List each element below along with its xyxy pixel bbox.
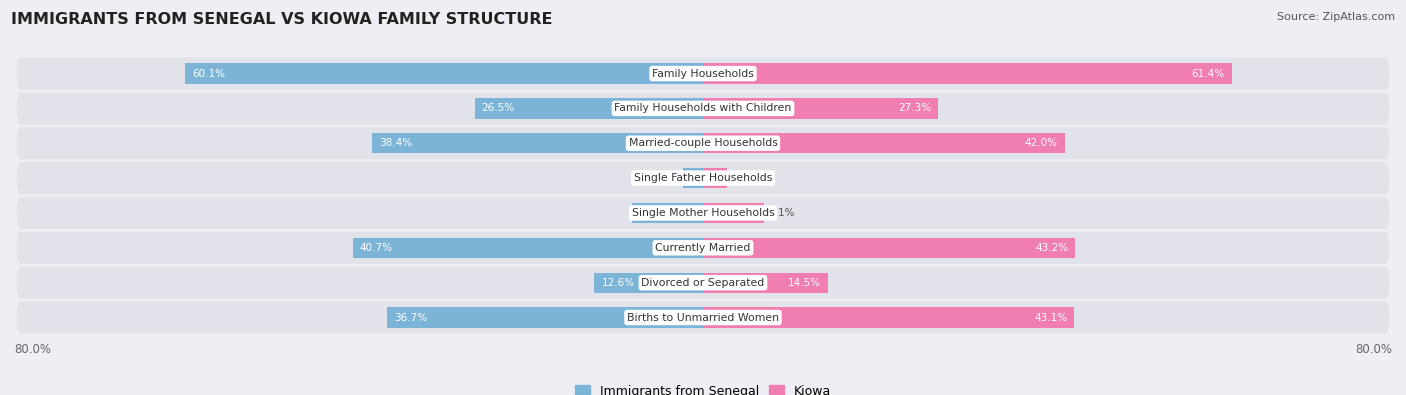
Text: 43.2%: 43.2% — [1035, 243, 1069, 253]
Text: Single Father Households: Single Father Households — [634, 173, 772, 183]
Bar — [703, 133, 1064, 153]
Bar — [703, 98, 938, 118]
Text: 42.0%: 42.0% — [1025, 138, 1057, 148]
Text: 2.8%: 2.8% — [731, 173, 758, 183]
FancyBboxPatch shape — [17, 92, 1389, 124]
Text: 80.0%: 80.0% — [1355, 342, 1392, 356]
Bar — [703, 64, 1232, 84]
Bar — [631, 203, 703, 223]
Text: 38.4%: 38.4% — [380, 138, 412, 148]
Text: Family Households with Children: Family Households with Children — [614, 103, 792, 113]
Text: 40.7%: 40.7% — [360, 243, 392, 253]
Legend: Immigrants from Senegal, Kiowa: Immigrants from Senegal, Kiowa — [569, 380, 837, 395]
Text: IMMIGRANTS FROM SENEGAL VS KIOWA FAMILY STRUCTURE: IMMIGRANTS FROM SENEGAL VS KIOWA FAMILY … — [11, 12, 553, 27]
Bar — [387, 307, 703, 327]
Text: Single Mother Households: Single Mother Households — [631, 208, 775, 218]
FancyBboxPatch shape — [17, 301, 1389, 333]
Text: Currently Married: Currently Married — [655, 243, 751, 253]
Text: Births to Unmarried Women: Births to Unmarried Women — [627, 312, 779, 322]
Text: 7.1%: 7.1% — [769, 208, 794, 218]
Text: 27.3%: 27.3% — [898, 103, 931, 113]
Text: 36.7%: 36.7% — [394, 312, 427, 322]
Text: 60.1%: 60.1% — [193, 69, 225, 79]
FancyBboxPatch shape — [17, 232, 1389, 264]
Bar — [683, 168, 703, 188]
Text: Source: ZipAtlas.com: Source: ZipAtlas.com — [1277, 12, 1395, 22]
Text: 12.6%: 12.6% — [602, 278, 634, 288]
FancyBboxPatch shape — [17, 197, 1389, 229]
Bar — [703, 168, 727, 188]
FancyBboxPatch shape — [17, 58, 1389, 90]
Bar — [703, 203, 763, 223]
FancyBboxPatch shape — [17, 267, 1389, 299]
Text: 2.3%: 2.3% — [652, 173, 679, 183]
Text: 80.0%: 80.0% — [14, 342, 51, 356]
Bar — [353, 238, 703, 258]
Bar — [703, 238, 1076, 258]
FancyBboxPatch shape — [17, 162, 1389, 194]
Text: 14.5%: 14.5% — [787, 278, 821, 288]
Text: Married-couple Households: Married-couple Households — [628, 138, 778, 148]
Bar — [703, 307, 1074, 327]
Text: 61.4%: 61.4% — [1192, 69, 1225, 79]
Text: 26.5%: 26.5% — [482, 103, 515, 113]
FancyBboxPatch shape — [17, 127, 1389, 159]
Bar — [373, 133, 703, 153]
Bar — [186, 64, 703, 84]
Text: 8.3%: 8.3% — [638, 208, 665, 218]
Bar — [595, 273, 703, 293]
Text: 43.1%: 43.1% — [1035, 312, 1067, 322]
Bar — [703, 273, 828, 293]
Bar — [475, 98, 703, 118]
Text: Family Households: Family Households — [652, 69, 754, 79]
Text: Divorced or Separated: Divorced or Separated — [641, 278, 765, 288]
